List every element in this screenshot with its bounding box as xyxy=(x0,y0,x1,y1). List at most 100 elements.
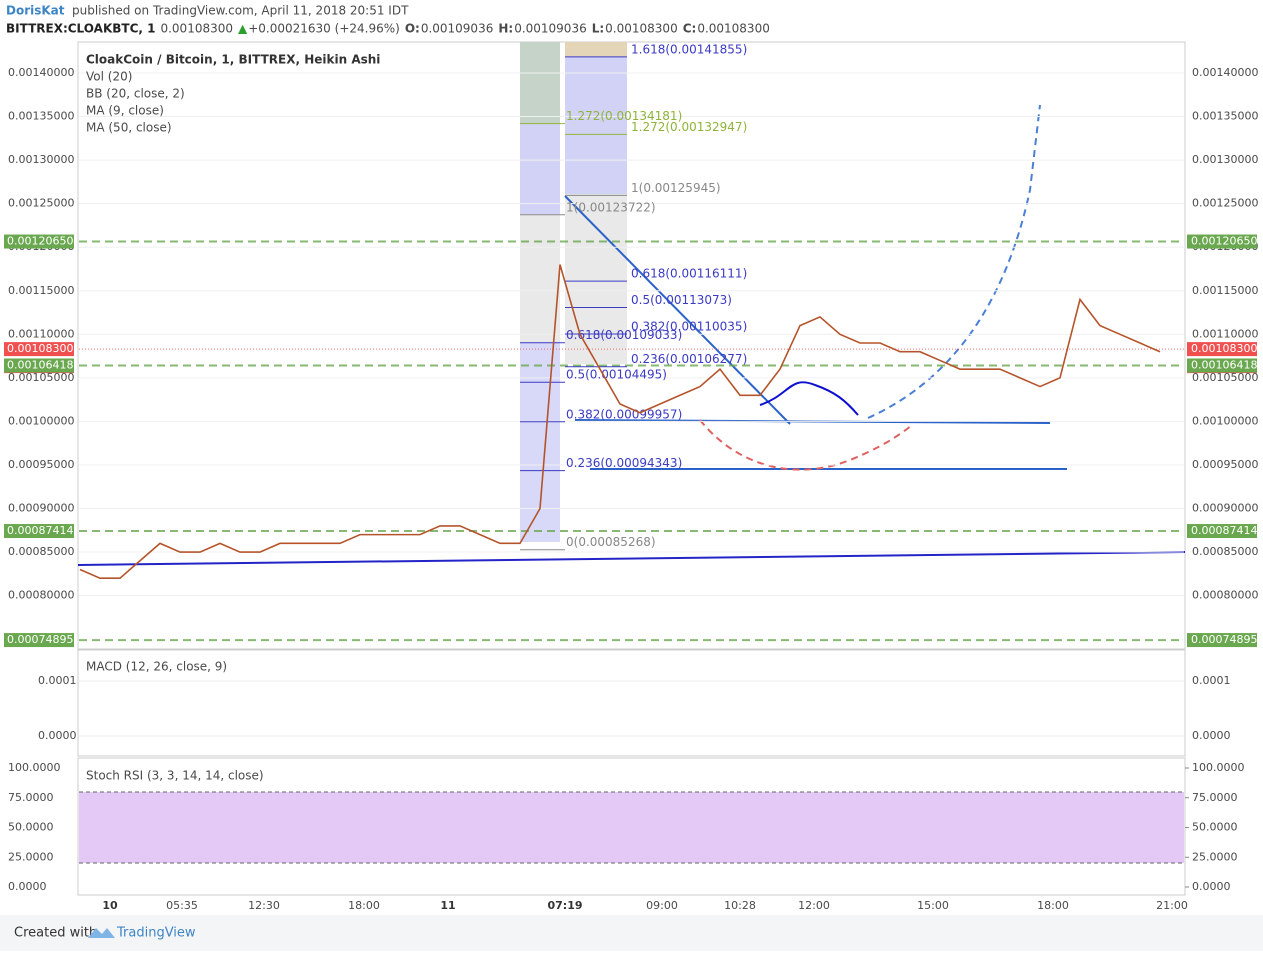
price-marker-label: 0.00120650 xyxy=(1191,235,1257,248)
price-marker-label: 0.00120650 xyxy=(7,235,73,248)
price-marker xyxy=(4,633,74,648)
y-tick-label: 0.00140000 xyxy=(8,66,74,79)
y-tick-label: 75.0000 xyxy=(8,791,54,804)
fib-zone xyxy=(565,42,627,57)
brand-logo xyxy=(88,928,115,938)
y-tick-label: 25.0000 xyxy=(1192,850,1238,863)
fib-label: 0.382(0.00110035) xyxy=(631,319,747,333)
price-marker-label: 0.00074895 xyxy=(1191,633,1257,646)
fib-label: 0.236(0.00094343) xyxy=(566,456,682,470)
stoch-pane xyxy=(77,757,1186,896)
price-marker xyxy=(4,342,74,357)
o: 0.00109036 xyxy=(421,22,494,36)
y-tick-label: 25.0000 xyxy=(8,850,54,863)
y-tick-label: 0.00090000 xyxy=(1192,502,1258,515)
y-tick-label: 0.00135000 xyxy=(1192,110,1258,123)
x-tick-label: 11 xyxy=(440,899,455,912)
y-tick-label: 0.00115000 xyxy=(1192,284,1258,297)
y-tick-label: 0.00085000 xyxy=(8,545,74,558)
c-label: C: xyxy=(683,22,697,36)
legend-entry: CloakCoin / Bitcoin, 1, BITTREX, Heikin … xyxy=(86,53,380,67)
dashed-projection xyxy=(867,104,1041,419)
c: 0.00108300 xyxy=(697,22,770,36)
fib-label: 1.618(0.00141855) xyxy=(631,42,747,56)
price-marker xyxy=(1187,342,1257,357)
y-tick-label: 0.00080000 xyxy=(8,589,74,602)
y-tick-label: 100.0000 xyxy=(8,761,61,774)
y-tick-label: 0.00085000 xyxy=(1192,545,1258,558)
y-tick-label: 0.00105000 xyxy=(1192,371,1258,384)
fib-zone xyxy=(520,124,560,214)
fib-label: 0.618(0.00116111) xyxy=(631,267,747,281)
y-tick-label: 0.00110000 xyxy=(1192,327,1258,340)
y-tick-label: 75.0000 xyxy=(1192,791,1238,804)
pane-title: Stoch RSI (3, 3, 14, 14, close) xyxy=(86,769,264,783)
macd-pane xyxy=(77,649,1186,757)
fib-label: 1.272(0.00132947) xyxy=(631,120,747,134)
fib-label: 0(0.00085268) xyxy=(566,535,656,549)
x-tick-label: 12:30 xyxy=(248,899,280,912)
legend-entry: MA (9, close) xyxy=(86,104,164,118)
footer-bg xyxy=(0,915,1263,951)
y-tick-label: 0.00080000 xyxy=(1192,589,1258,602)
price-line xyxy=(79,264,1161,579)
y-tick-label: 50.0000 xyxy=(8,821,54,834)
price-marker xyxy=(1187,234,1257,249)
price-marker xyxy=(1187,524,1257,539)
y-tick-label: 0.0000 xyxy=(1192,880,1231,893)
symbol: BITTREX:CLOAKBTC, 1 xyxy=(6,22,155,36)
y-tick-label: 0.00125000 xyxy=(8,197,74,210)
price-marker-label: 0.00074895 xyxy=(7,633,73,646)
price-marker-label: 0.00108300 xyxy=(1191,342,1257,355)
y-tick-label: 0.00090000 xyxy=(8,502,74,515)
y-tick-label: 0.00130000 xyxy=(1192,153,1258,166)
y-tick-label: 0.00140000 xyxy=(1192,66,1258,79)
price-marker xyxy=(1187,358,1257,373)
y-tick-label: 0.0000 xyxy=(38,729,77,742)
x-tick-label: 05:35 xyxy=(166,899,198,912)
price-marker-label: 0.00087414 xyxy=(7,524,73,537)
y-tick-label: 0.00100000 xyxy=(1192,414,1258,427)
price-marker xyxy=(1187,633,1257,648)
x-tick-label: 18:00 xyxy=(348,899,380,912)
y-tick-label: 50.0000 xyxy=(1192,821,1238,834)
trendline xyxy=(564,195,791,425)
y-tick-label: 0.0000 xyxy=(8,880,47,893)
footer-brand[interactable]: TradingView xyxy=(116,926,196,941)
fib-zone xyxy=(520,42,560,124)
y-tick-label: 0.00115000 xyxy=(8,284,74,297)
fib-label: 0.382(0.00099957) xyxy=(566,407,682,421)
y-tick-label: 0.00100000 xyxy=(8,414,74,427)
h-label: H: xyxy=(498,22,513,36)
y-tick-label: 0.00095000 xyxy=(1192,458,1258,471)
fib-label: 1(0.00123722) xyxy=(566,200,656,214)
fib-label: 0.236(0.00106277) xyxy=(631,352,747,366)
fib-label: 1.272(0.00134181) xyxy=(566,109,682,123)
y-tick-label: 0.0000 xyxy=(1192,729,1231,742)
arrow: ▲ xyxy=(238,22,248,36)
y-tick-label: 0.00095000 xyxy=(8,458,74,471)
change: +0.00021630 (+24.96%) xyxy=(248,22,400,36)
footer-created: Created with xyxy=(14,926,97,941)
x-tick-label: 15:00 xyxy=(917,899,949,912)
legend-entry: BB (20, close, 2) xyxy=(86,87,185,101)
fib-label: 0.5(0.00113073) xyxy=(631,293,732,307)
y-tick-label: 0.0001 xyxy=(1192,674,1231,687)
fib-label: 0.618(0.00109033) xyxy=(566,328,682,342)
x-tick-label: 07:19 xyxy=(547,899,582,912)
x-tick-label: 18:00 xyxy=(1037,899,1069,912)
price-marker-label: 0.00106418 xyxy=(7,358,73,371)
fib-zone xyxy=(565,194,627,364)
h: 0.00109036 xyxy=(514,22,587,36)
fib-zone xyxy=(520,342,560,542)
last: 0.00108300 xyxy=(160,22,233,36)
stoch-band xyxy=(79,792,1184,863)
price-marker xyxy=(4,234,74,249)
y-tick-label: 0.00125000 xyxy=(1192,197,1258,210)
pane-title: MACD (12, 26, close, 9) xyxy=(86,660,227,674)
price-marker-label: 0.00108300 xyxy=(7,342,73,355)
published: published on TradingView.com, April 11, … xyxy=(72,4,409,18)
author[interactable]: DorisKat xyxy=(6,4,65,18)
l: 0.00108300 xyxy=(605,22,678,36)
